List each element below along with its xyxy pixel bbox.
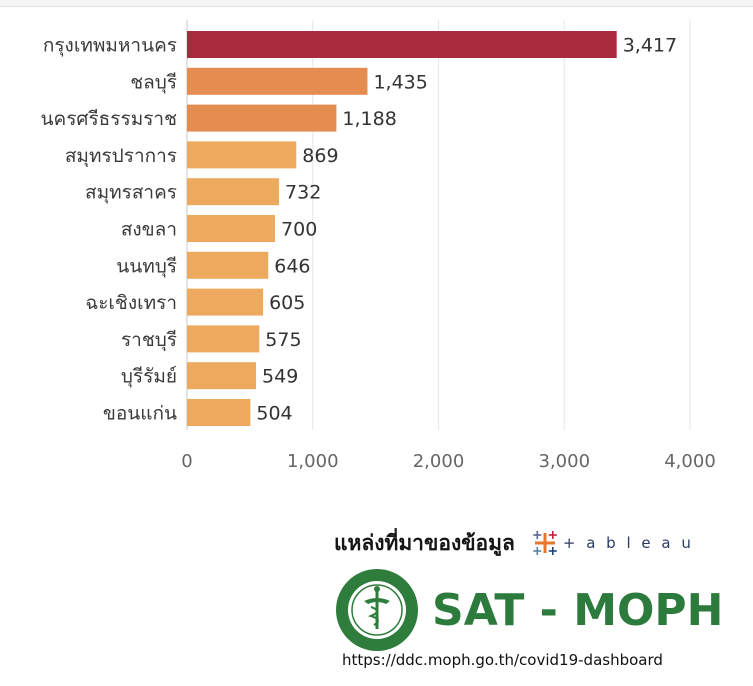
category-label: ราชบุรี bbox=[121, 329, 177, 352]
value-label: 549 bbox=[262, 366, 298, 388]
value-label: 3,417 bbox=[623, 35, 677, 57]
category-label: นครศรีธรรมราช bbox=[41, 108, 178, 130]
value-label: 700 bbox=[281, 219, 317, 241]
category-label: บุรีรัมย์ bbox=[121, 366, 177, 389]
tableau-logo: + a b l e a u bbox=[531, 529, 694, 557]
moph-row: SAT - MOPH bbox=[334, 569, 724, 651]
top-edge-strip bbox=[0, 0, 753, 7]
x-tick-label: 3,000 bbox=[538, 451, 590, 472]
category-label: สมุทรปราการ bbox=[65, 145, 177, 168]
value-label: 504 bbox=[256, 403, 292, 425]
bar bbox=[187, 325, 260, 353]
bar bbox=[187, 67, 368, 95]
bar bbox=[187, 141, 297, 169]
value-label: 575 bbox=[265, 329, 301, 351]
category-label: นนทบุรี bbox=[116, 255, 177, 278]
bar bbox=[187, 288, 264, 316]
value-label: 1,188 bbox=[342, 108, 396, 130]
ministry-seal-icon bbox=[336, 569, 418, 651]
bar bbox=[187, 104, 337, 132]
bar bbox=[187, 215, 276, 242]
source-footer: แหล่งที่มาของข้อมูล + a b l e a u bbox=[334, 520, 734, 680]
category-label: ชลบุรี bbox=[130, 71, 177, 94]
tableau-cross-icon bbox=[533, 531, 557, 555]
category-label: กรุงเทพมหานคร bbox=[43, 35, 177, 58]
value-label: 1,435 bbox=[373, 71, 427, 93]
value-label: 605 bbox=[269, 292, 305, 314]
value-label: 646 bbox=[274, 255, 310, 277]
value-label: 869 bbox=[302, 145, 338, 167]
source-label: แหล่งที่มาของข้อมูล bbox=[334, 530, 515, 555]
source-url: https://ddc.moph.go.th/covid19-dashboard bbox=[342, 651, 663, 669]
bar bbox=[187, 178, 280, 206]
x-tick-label: 1,000 bbox=[287, 451, 339, 472]
x-tick-label: 2,000 bbox=[413, 451, 465, 472]
x-tick-label: 4,000 bbox=[664, 451, 716, 472]
organization-name: SAT - MOPH bbox=[432, 584, 724, 636]
bar bbox=[187, 399, 251, 426]
bar bbox=[187, 362, 257, 390]
category-label: ขอนแก่น bbox=[103, 403, 177, 425]
category-label: ฉะเชิงเทรา bbox=[85, 292, 177, 314]
tableau-wordmark: + a b l e a u bbox=[562, 534, 694, 552]
category-label: สงขลา bbox=[121, 219, 177, 241]
category-label: สมุทรสาคร bbox=[85, 182, 177, 205]
bar bbox=[187, 251, 269, 279]
source-row: แหล่งที่มาของข้อมูล + a b l e a u bbox=[334, 520, 694, 566]
bar bbox=[187, 31, 617, 58]
value-label: 732 bbox=[285, 182, 321, 204]
x-tick-label: 0 bbox=[181, 451, 192, 472]
bar-chart: กรุงเทพมหานคร 3,417 ชลบุรี 1,435 นครศรีธรรมร… bbox=[41, 20, 716, 472]
